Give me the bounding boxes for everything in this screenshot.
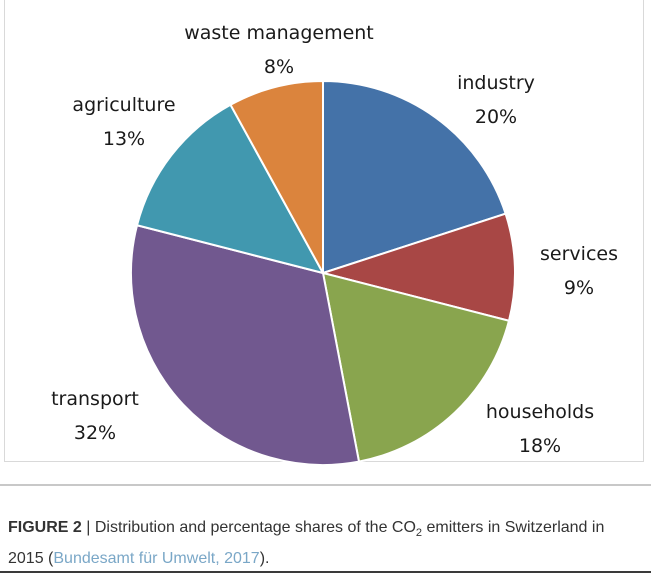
slice-value-label: 32%: [74, 422, 116, 444]
pie-slice-agriculture: [135, 103, 325, 275]
pie-slice-waste-management: [229, 79, 324, 274]
pie-chart: industry 20% services 9% households 18% transp…: [51, 22, 618, 466]
bottom-rule: [0, 571, 651, 573]
figure-label: FIGURE 2: [8, 519, 82, 536]
pie-slice-transport: [130, 224, 361, 466]
caption-citation-link[interactable]: Bundesamt für Umwelt, 2017: [53, 550, 260, 568]
slice-value-label: 13%: [103, 128, 145, 150]
slice-value-label: 18%: [519, 435, 561, 457]
caption-text-before: Distribution and percentage shares of th…: [94, 519, 416, 536]
pie-slice-services: [319, 212, 516, 322]
slice-name-label: households: [486, 401, 594, 423]
figure-caption: FIGURE 2 | Distribution and percentage s…: [8, 515, 644, 571]
slice-name-label: agriculture: [72, 94, 175, 116]
caption-divider: [0, 484, 651, 486]
slice-value-label: 8%: [264, 56, 294, 78]
caption-text-end: ).: [259, 550, 270, 568]
slice-name-label: services: [540, 243, 618, 265]
caption-subscript: 2: [415, 527, 423, 540]
caption-separator: |: [81, 519, 95, 536]
slice-value-label: 9%: [564, 277, 594, 299]
pie-slice-households: [321, 271, 511, 463]
pie-slice-industry: [322, 79, 507, 275]
slice-name-label: industry: [457, 72, 535, 94]
caption-text-after: emitters in Switzerland in 2015 (: [8, 519, 605, 568]
slice-name-label: transport: [51, 388, 139, 410]
slice-value-label: 20%: [475, 106, 517, 128]
slice-name-label: waste management: [184, 22, 374, 44]
